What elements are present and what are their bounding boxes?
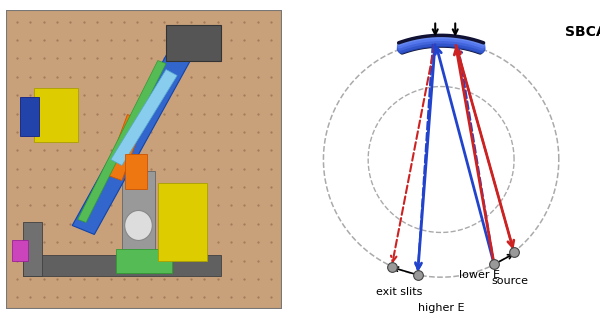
Text: exit slits: exit slits (376, 286, 422, 297)
FancyBboxPatch shape (6, 10, 282, 309)
FancyBboxPatch shape (34, 87, 78, 142)
Polygon shape (78, 61, 166, 222)
Polygon shape (111, 70, 177, 166)
FancyBboxPatch shape (125, 153, 147, 189)
FancyBboxPatch shape (23, 256, 221, 277)
Text: SBCA: SBCA (565, 26, 600, 39)
FancyBboxPatch shape (166, 25, 221, 61)
Polygon shape (72, 46, 194, 234)
FancyBboxPatch shape (122, 172, 155, 256)
FancyBboxPatch shape (20, 97, 39, 136)
FancyBboxPatch shape (11, 241, 28, 262)
Text: source: source (491, 276, 529, 286)
FancyBboxPatch shape (116, 249, 172, 273)
Text: higher E: higher E (418, 303, 464, 313)
FancyBboxPatch shape (158, 183, 208, 262)
Polygon shape (106, 115, 144, 181)
Text: lower E: lower E (459, 270, 500, 280)
FancyBboxPatch shape (23, 222, 42, 277)
Circle shape (125, 211, 152, 241)
